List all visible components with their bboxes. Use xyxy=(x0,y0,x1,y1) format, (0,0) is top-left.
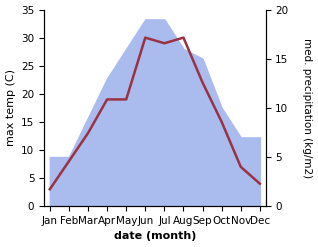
X-axis label: date (month): date (month) xyxy=(114,231,196,242)
Y-axis label: max temp (C): max temp (C) xyxy=(5,69,16,146)
Y-axis label: med. precipitation (kg/m2): med. precipitation (kg/m2) xyxy=(302,38,313,178)
